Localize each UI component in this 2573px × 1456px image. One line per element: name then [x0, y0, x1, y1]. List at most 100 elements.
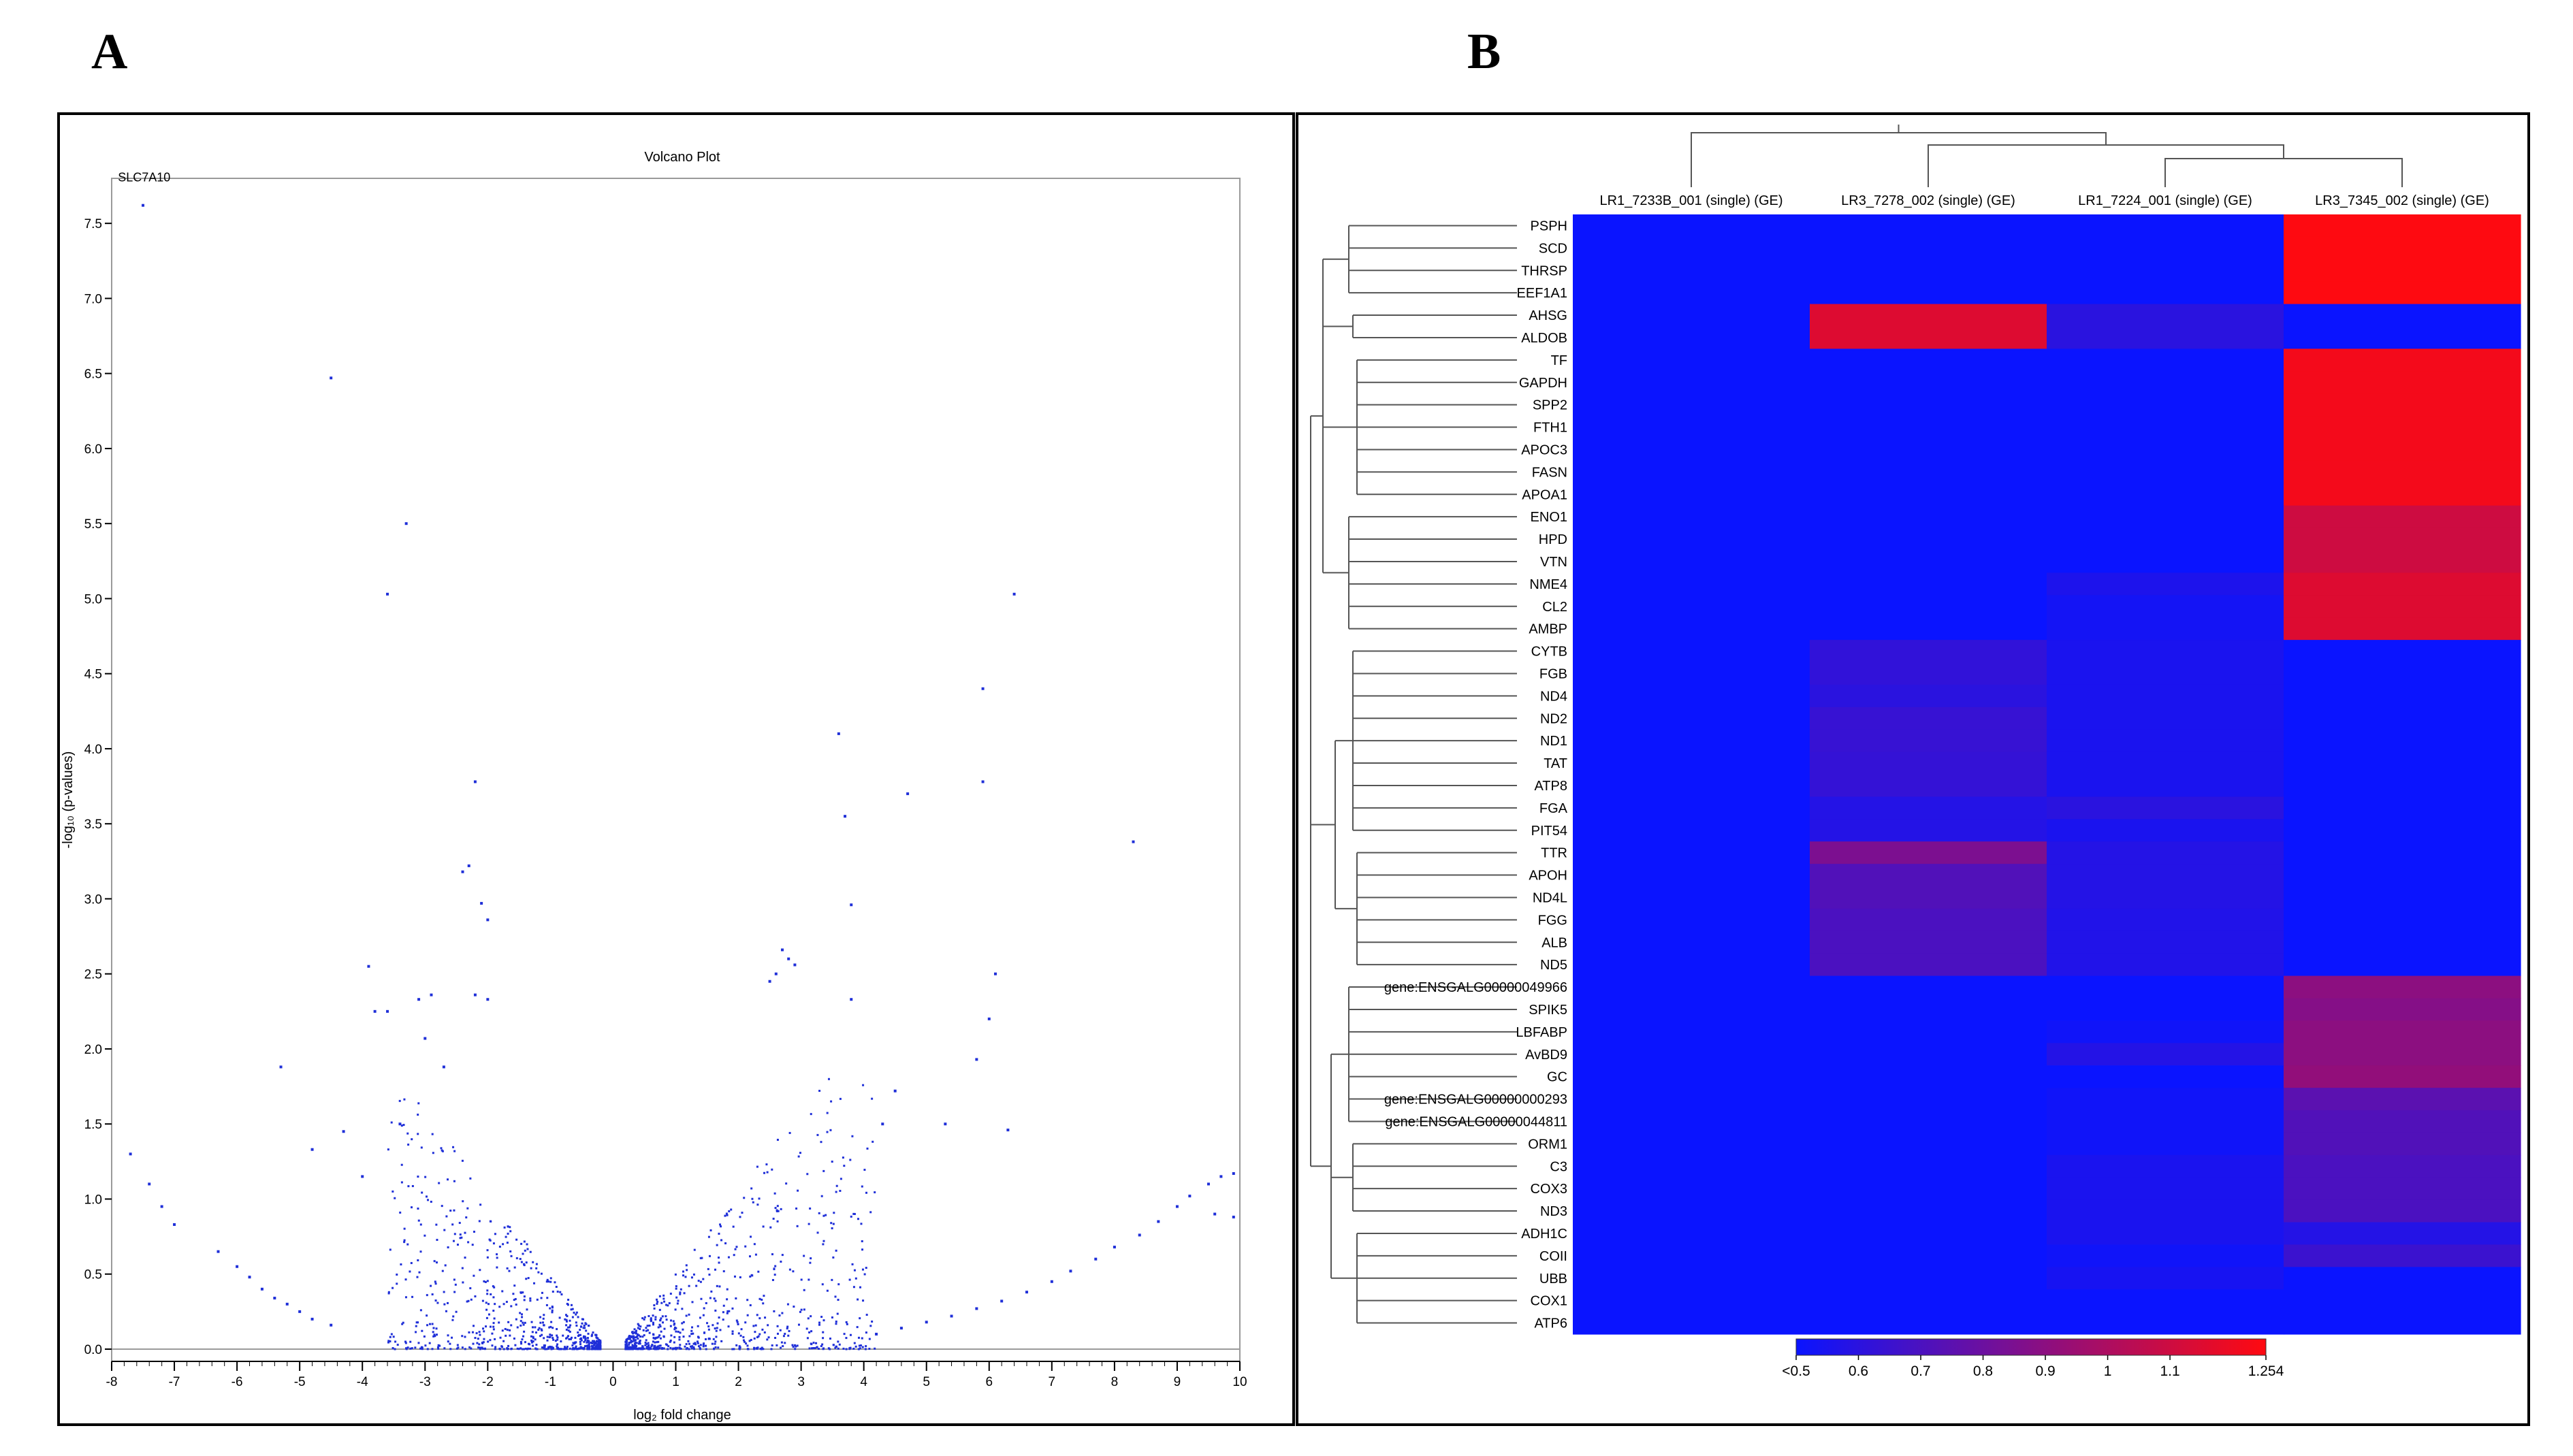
volcano-point	[685, 1264, 688, 1267]
heatmap-cell	[1810, 438, 2047, 462]
volcano-point	[796, 1225, 799, 1227]
volcano-point	[491, 1344, 494, 1347]
volcano-point	[774, 1336, 777, 1339]
volcano-point	[853, 1269, 856, 1272]
y-tick-label: 7.0	[84, 292, 102, 306]
volcano-point	[696, 1340, 699, 1343]
heatmap-cell	[2047, 975, 2284, 999]
volcano-point	[731, 1307, 734, 1310]
volcano-point	[417, 1133, 419, 1135]
volcano-point	[551, 1311, 554, 1314]
volcano-point	[539, 1316, 542, 1319]
heatmap-cell	[1810, 572, 2047, 596]
volcano-point	[446, 1301, 449, 1304]
volcano-point	[657, 1348, 660, 1350]
volcano-point	[688, 1335, 691, 1338]
volcano-point	[457, 1346, 460, 1349]
volcano-point	[644, 1341, 647, 1344]
volcano-point	[869, 1211, 872, 1214]
volcano-point	[460, 1236, 463, 1239]
volcano-point	[645, 1329, 648, 1332]
volcano-point	[398, 1099, 401, 1102]
volcano-point	[684, 1276, 687, 1278]
volcano-point	[632, 1332, 635, 1335]
heatmap-cell	[1810, 595, 2047, 618]
volcano-point	[588, 1325, 590, 1327]
volcano-point	[546, 1297, 549, 1299]
volcano-point	[399, 1211, 402, 1214]
volcano-point	[415, 1325, 417, 1327]
volcano-point	[461, 1267, 464, 1269]
volcano-point	[752, 1201, 754, 1203]
volcano-point	[699, 1316, 701, 1319]
volcano-point	[585, 1329, 588, 1332]
volcano-point	[692, 1348, 695, 1350]
volcano-point	[451, 1223, 454, 1226]
volcano-point	[831, 1227, 833, 1229]
volcano-point	[453, 1150, 456, 1152]
volcano-point	[859, 1286, 862, 1289]
volcano-point	[396, 1273, 398, 1276]
volcano-point	[510, 1255, 513, 1257]
volcano-point	[488, 1303, 490, 1306]
volcano-point	[534, 1326, 537, 1329]
volcano-point	[628, 1343, 630, 1346]
volcano-point	[652, 1333, 655, 1336]
volcano-point	[641, 1317, 644, 1320]
volcano-point	[744, 1340, 746, 1343]
volcano-point	[584, 1336, 586, 1338]
volcano-point	[578, 1347, 581, 1350]
volcano-point	[726, 1310, 729, 1312]
row-label: ND4	[1540, 689, 1567, 704]
volcano-point	[524, 1341, 527, 1344]
volcano-annotations: SLC7A10	[118, 170, 170, 184]
volcano-point	[666, 1344, 669, 1346]
heatmap-cell	[1573, 572, 1810, 596]
volcano-point	[471, 1244, 474, 1246]
volcano-point	[637, 1342, 640, 1345]
heatmap-cell	[1573, 707, 1810, 730]
volcano-point	[791, 1344, 794, 1346]
volcano-point	[435, 1223, 438, 1226]
volcano-point	[683, 1292, 686, 1295]
volcano-point	[722, 1270, 725, 1273]
heatmap-cell	[2284, 281, 2521, 305]
volcano-point	[493, 1317, 496, 1320]
volcano-point	[592, 1340, 595, 1342]
colorbar-tick-label: 0.6	[1849, 1363, 1868, 1379]
volcano-point	[470, 1347, 473, 1350]
volcano-point	[565, 1328, 568, 1331]
heatmap-cell	[1810, 371, 2047, 394]
volcano-point	[472, 1342, 475, 1345]
volcano-point	[564, 1346, 566, 1348]
volcano-point	[510, 1347, 513, 1350]
volcano-point	[522, 1335, 525, 1338]
volcano-point	[725, 1212, 728, 1215]
heatmap-cell	[2047, 1154, 2284, 1178]
volcano-point	[687, 1340, 690, 1342]
heatmap-cell	[2047, 304, 2284, 327]
heatmap-cell	[2284, 528, 2521, 551]
volcano-point	[713, 1297, 716, 1300]
row-label: AvBD9	[1525, 1048, 1567, 1063]
volcano-point	[634, 1344, 637, 1346]
heatmap-cell	[2284, 662, 2521, 685]
volcano-point	[639, 1336, 642, 1338]
volcano-point	[655, 1336, 658, 1339]
heatmap-cell	[2284, 483, 2521, 506]
volcano-point	[1232, 1172, 1235, 1175]
volcano-point	[631, 1348, 634, 1350]
volcano-point	[765, 1163, 768, 1166]
volcano-point	[509, 1230, 512, 1233]
volcano-point	[524, 1321, 526, 1324]
volcano-point	[515, 1318, 517, 1321]
volcano-point	[567, 1335, 570, 1338]
volcano-point	[756, 1346, 759, 1349]
heatmap-cell	[2284, 326, 2521, 349]
volcano-point	[430, 1200, 432, 1203]
heatmap-cell	[1810, 684, 2047, 708]
volcano-point	[407, 1144, 410, 1146]
volcano-point	[652, 1347, 655, 1350]
heatmap-cell	[1573, 729, 1810, 753]
row-label: ND4L	[1533, 890, 1567, 905]
